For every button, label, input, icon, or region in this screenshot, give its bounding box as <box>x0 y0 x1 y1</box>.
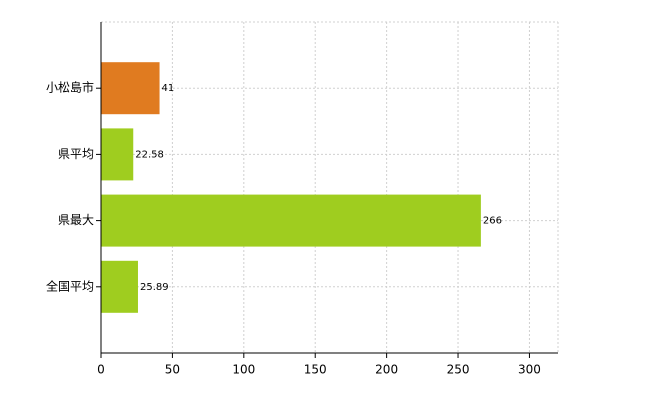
bar <box>101 260 138 313</box>
bar <box>101 128 134 181</box>
value-label: 41 <box>162 83 175 94</box>
x-tick-label: 50 <box>165 363 180 377</box>
x-tick-label: 200 <box>375 363 398 377</box>
x-tick-label: 150 <box>304 363 327 377</box>
y-tick-label: 小松島市 <box>46 80 94 95</box>
bar <box>101 194 481 247</box>
x-tick-label: 0 <box>97 363 105 377</box>
value-label: 22.58 <box>135 149 164 160</box>
value-label: 25.89 <box>140 282 169 293</box>
value-label: 266 <box>483 216 502 227</box>
x-tick-label: 100 <box>232 363 255 377</box>
y-tick-label: 県最大 <box>58 213 94 227</box>
x-tick-label: 250 <box>447 363 470 377</box>
x-tick-label: 300 <box>518 363 541 377</box>
y-tick-label: 全国平均 <box>46 278 94 293</box>
bar <box>101 62 160 115</box>
y-tick-label: 県平均 <box>58 147 94 161</box>
